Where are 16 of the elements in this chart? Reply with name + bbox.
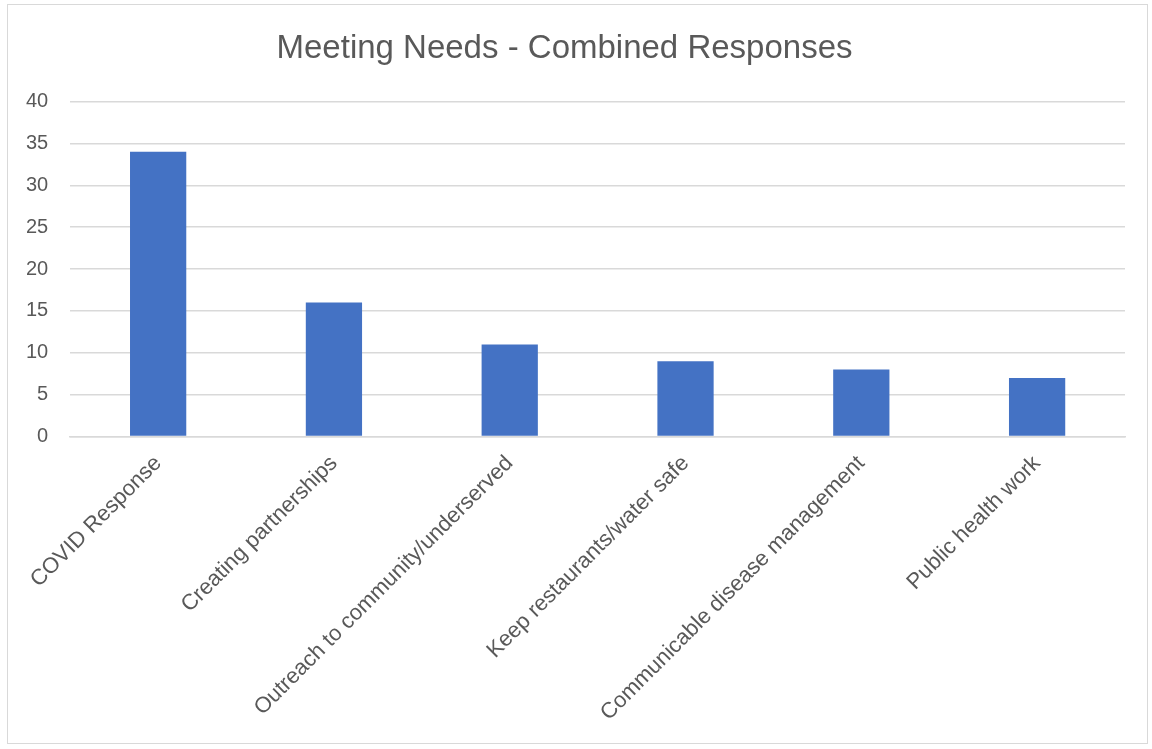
y-tick-label: 40 [26, 89, 49, 112]
bar [305, 302, 363, 436]
y-tick-label: 30 [26, 172, 49, 195]
bar [1008, 377, 1066, 436]
y-tick-label: 20 [26, 256, 49, 279]
y-tick-label: 10 [26, 340, 49, 363]
chart-title: Meeting Needs - Combined Responses [276, 27, 853, 65]
y-tick-label: 35 [26, 130, 49, 153]
bar [130, 151, 187, 436]
y-tick-label: 5 [37, 382, 49, 405]
bar [481, 344, 538, 436]
bar [833, 369, 890, 436]
bar [657, 361, 714, 436]
y-tick-label: 15 [26, 298, 49, 321]
y-tick-label: 0 [37, 424, 49, 447]
y-tick-label: 25 [26, 214, 49, 237]
